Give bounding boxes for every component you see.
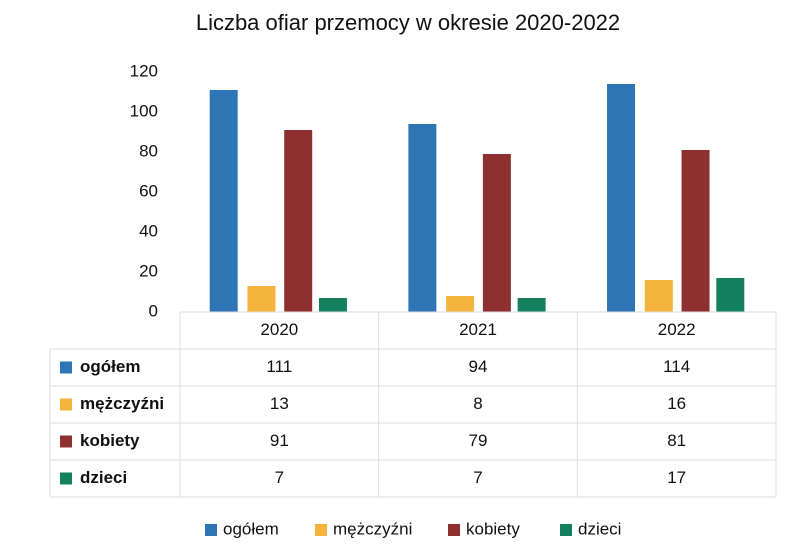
bar (644, 280, 673, 312)
table-value: 8 (473, 394, 482, 413)
x-tick-label: 2022 (658, 320, 696, 339)
table-series-name: mężczyźni (80, 394, 164, 413)
legend-label: ogółem (223, 519, 279, 538)
table-value: 7 (275, 468, 284, 487)
table-value: 79 (469, 431, 488, 450)
table-value: 13 (270, 394, 289, 413)
y-tick-label: 60 (139, 181, 158, 200)
x-tick-label: 2021 (459, 320, 497, 339)
chart-title: Liczba ofiar przemocy w okresie 2020-202… (196, 10, 620, 35)
legend-label: mężczyźni (333, 519, 412, 538)
legend-swatch (60, 472, 72, 485)
table-value: 7 (473, 468, 482, 487)
bar (209, 90, 238, 312)
legend-swatch (205, 524, 217, 536)
bar (446, 296, 475, 312)
legend-swatch (448, 524, 460, 536)
bar (517, 298, 546, 312)
legend-swatch (60, 361, 72, 374)
bar (716, 278, 745, 312)
bar (284, 130, 313, 312)
table-value: 16 (667, 394, 686, 413)
bar (247, 286, 276, 312)
table-value: 91 (270, 431, 289, 450)
table-value: 81 (667, 431, 686, 450)
table-series-name: ogółem (80, 357, 140, 376)
bar (482, 154, 511, 312)
bar (408, 124, 437, 312)
legend-swatch (560, 524, 572, 536)
y-tick-label: 0 (149, 301, 158, 320)
legend-swatch (315, 524, 327, 536)
y-tick-label: 20 (139, 261, 158, 280)
y-tick-label: 40 (139, 221, 158, 240)
table-series-name: kobiety (80, 431, 140, 450)
legend-swatch (60, 398, 72, 411)
y-tick-label: 100 (130, 101, 158, 120)
x-tick-label: 2020 (260, 320, 298, 339)
bar (318, 298, 347, 312)
table-value: 94 (469, 357, 488, 376)
bar (607, 84, 636, 312)
legend-swatch (60, 435, 72, 448)
table-value: 17 (667, 468, 686, 487)
y-tick-label: 80 (139, 141, 158, 160)
table-series-name: dzieci (80, 468, 127, 487)
bar (681, 150, 710, 312)
table-value: 114 (663, 357, 690, 376)
legend-label: dzieci (578, 519, 621, 538)
legend-label: kobiety (466, 519, 520, 538)
y-tick-label: 120 (130, 61, 158, 80)
table-value: 111 (266, 357, 292, 376)
